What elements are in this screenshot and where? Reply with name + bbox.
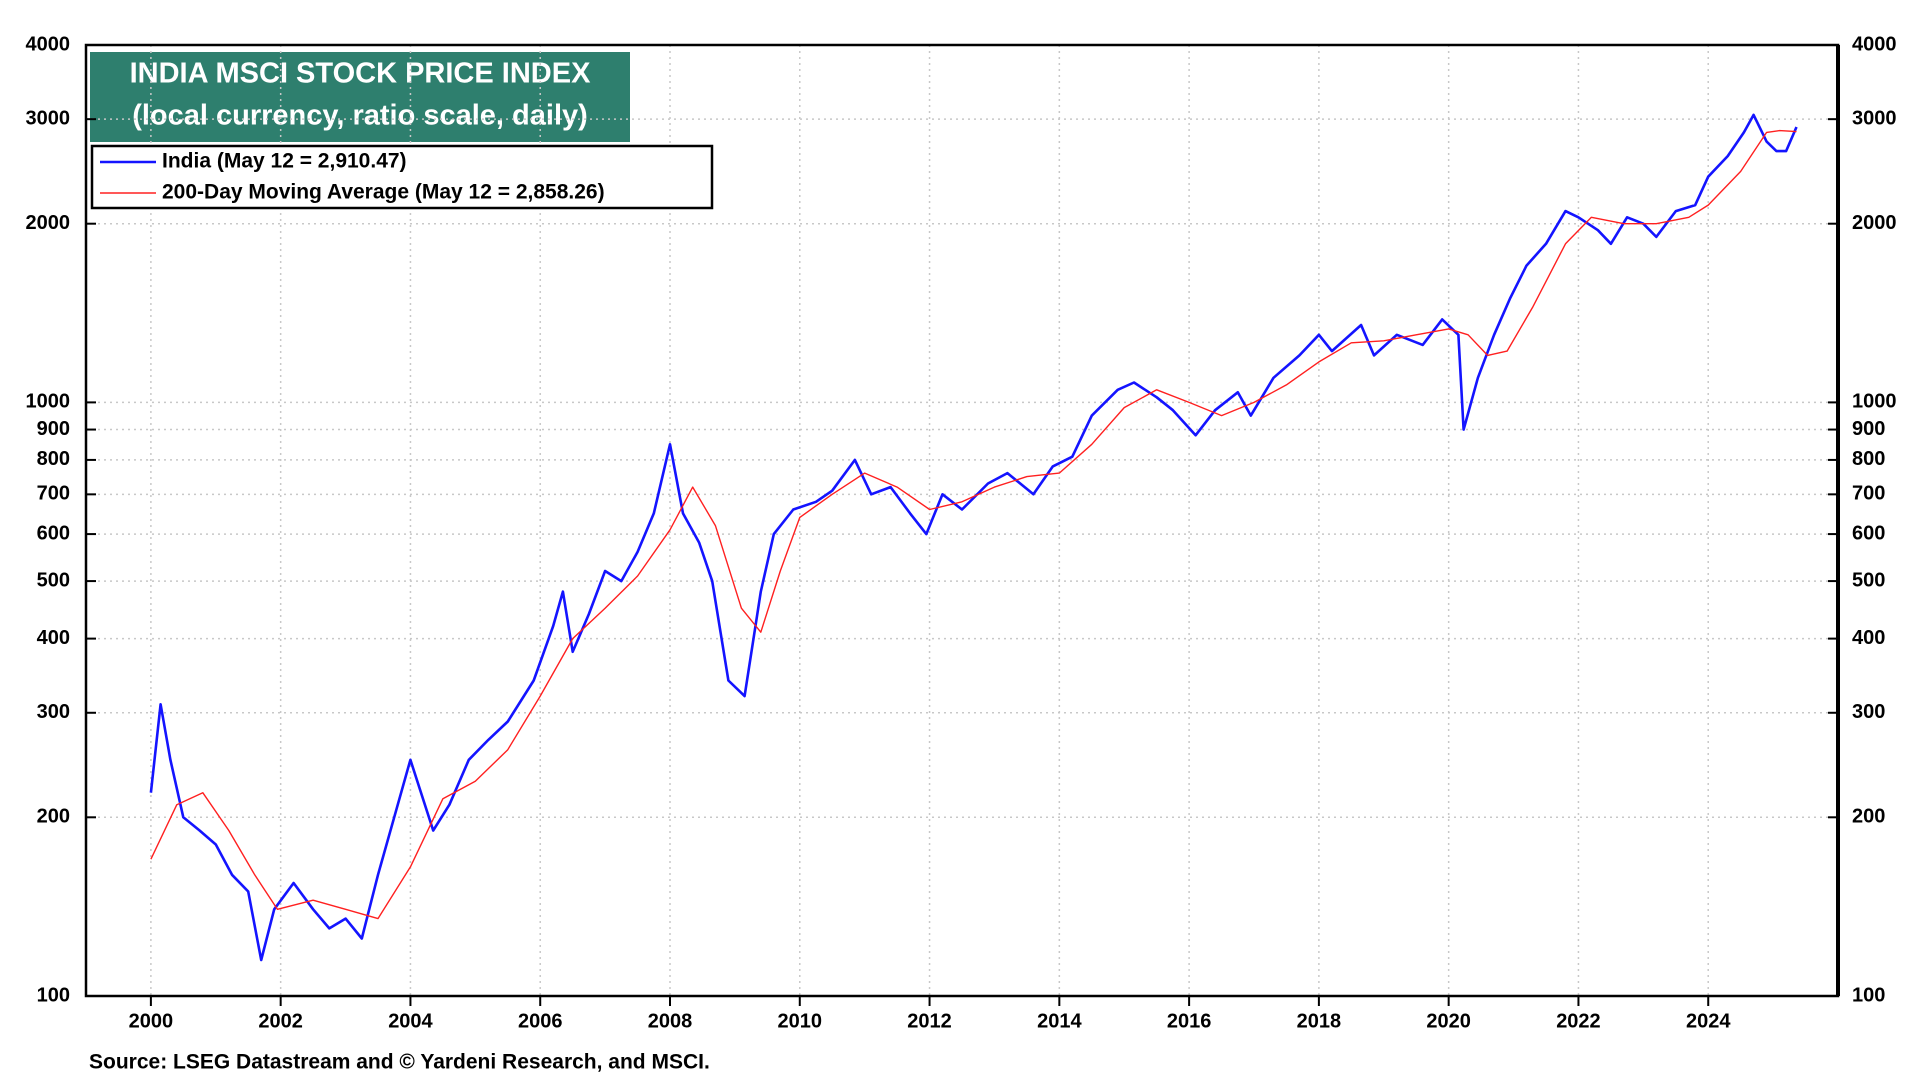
- y2-tick-label: 600: [1852, 522, 1885, 544]
- y2-tick-label: 900: [1852, 418, 1885, 440]
- y-tick-label: 3000: [26, 107, 71, 129]
- chart-subtitle: (local currency, ratio scale, daily): [132, 100, 588, 132]
- y-tick-label: 300: [37, 701, 70, 723]
- y2-tick-label: 500: [1852, 569, 1885, 591]
- y2-tick-label: 2000: [1852, 212, 1897, 234]
- legend-box: [90, 144, 714, 210]
- x-tick-label: 2020: [1426, 1010, 1471, 1032]
- x-tick-label: 2008: [648, 1010, 693, 1032]
- x-tick-label: 2016: [1167, 1010, 1212, 1032]
- y-tick-label: 900: [37, 418, 70, 440]
- x-tick-label: 2022: [1556, 1010, 1601, 1032]
- y2-tick-label: 300: [1852, 701, 1885, 723]
- title-box: [90, 52, 630, 142]
- series-line: [150, 129, 1797, 920]
- source-note: Source: LSEG Datastream and © Yardeni Re…: [89, 1051, 710, 1074]
- y2-tick-label: 100: [1852, 984, 1885, 1006]
- y2-tick-label: 3000: [1852, 107, 1897, 129]
- x-tick-label: 2000: [129, 1010, 174, 1032]
- x-tick-label: 2006: [518, 1010, 563, 1032]
- x-tick-label: 2004: [388, 1010, 433, 1032]
- x-tick-label: 2012: [907, 1010, 952, 1032]
- y2-tick-label: 200: [1852, 806, 1885, 828]
- x-tick-label: 2014: [1037, 1010, 1082, 1032]
- y-tick-label: 800: [37, 448, 70, 470]
- y2-tick-label: 800: [1852, 448, 1885, 470]
- x-tick-label: 2018: [1297, 1010, 1342, 1032]
- y-tick-label: 1000: [26, 391, 71, 413]
- x-tick-label: 2010: [778, 1010, 823, 1032]
- y2-tick-label: 400: [1852, 627, 1885, 649]
- series-line: [149, 113, 1798, 962]
- y-tick-label: 400: [37, 627, 70, 649]
- y-tick-label: 500: [37, 569, 70, 591]
- y-tick-label: 4000: [26, 33, 71, 55]
- x-tick-label: 2002: [258, 1010, 303, 1032]
- legend-label: India (May 12 = 2,910.47): [162, 150, 407, 173]
- y-tick-label: 600: [37, 522, 70, 544]
- y2-tick-label: 700: [1852, 483, 1885, 505]
- y-tick-label: 200: [37, 806, 70, 828]
- y-tick-label: 700: [37, 483, 70, 505]
- chart-title: INDIA MSCI STOCK PRICE INDEX: [130, 58, 591, 90]
- legend-label: 200-Day Moving Average (May 12 = 2,858.2…: [162, 181, 605, 204]
- y2-tick-label: 1000: [1852, 391, 1897, 413]
- y-tick-label: 100: [37, 984, 70, 1006]
- y-tick-label: 2000: [26, 212, 71, 234]
- y2-tick-label: 4000: [1852, 33, 1897, 55]
- x-tick-label: 2024: [1686, 1010, 1731, 1032]
